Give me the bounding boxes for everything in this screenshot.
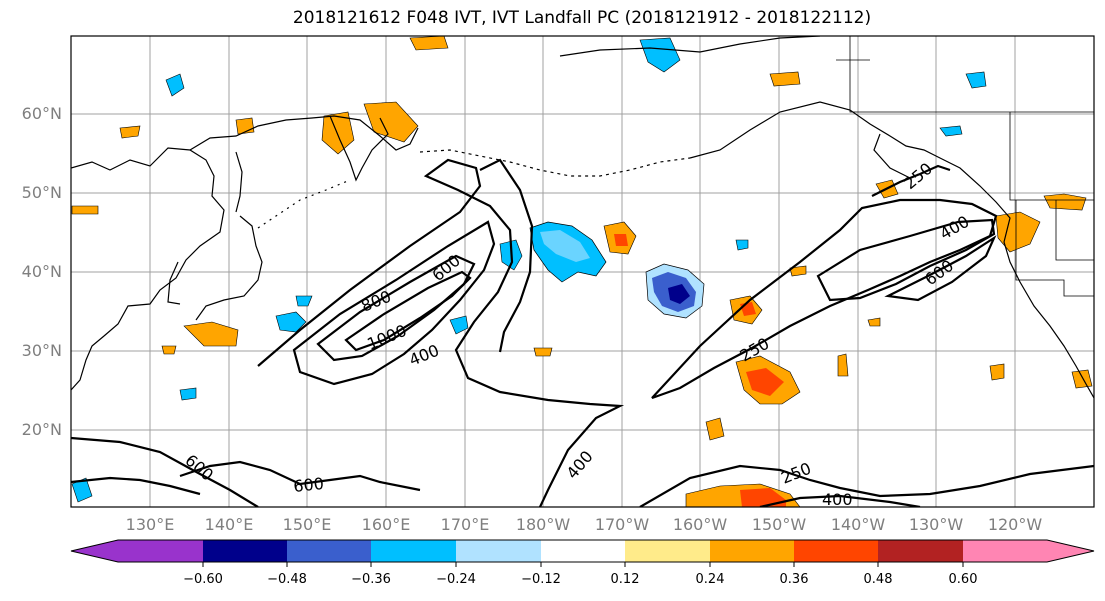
colorbar bbox=[70, 539, 1095, 567]
colorbar-outline bbox=[70, 539, 1095, 563]
negative-anomaly-patch bbox=[179, 387, 197, 401]
longitude-label: 140°E bbox=[204, 515, 254, 534]
positive-anomaly-patch bbox=[321, 111, 355, 155]
negative-anomaly-patch bbox=[939, 125, 963, 137]
negative-anomaly-patch bbox=[540, 230, 590, 262]
negative-anomaly-patch bbox=[275, 311, 307, 333]
positive-anomaly-patch bbox=[740, 488, 786, 507]
negative-anomaly-patch bbox=[735, 239, 749, 251]
colorbar-tick-label: 0.48 bbox=[863, 572, 893, 587]
negative-anomaly-patch bbox=[668, 284, 690, 304]
colorbar-segment bbox=[287, 540, 371, 562]
ivt-contour-400-south bbox=[759, 494, 921, 507]
colorbar-segment-over bbox=[963, 540, 1094, 562]
ivt-contour-600-east bbox=[884, 235, 997, 302]
latitude-label: 50°N bbox=[21, 183, 62, 202]
colorbar-segment bbox=[456, 540, 541, 562]
ivt-contour-600-south bbox=[71, 436, 259, 507]
colorbar-tick-label: 0.60 bbox=[948, 572, 978, 587]
latitude-label: 20°N bbox=[21, 420, 62, 439]
longitude-label: 180°W bbox=[515, 515, 571, 534]
positive-anomaly-patch bbox=[705, 417, 725, 441]
positive-anomaly-patch bbox=[119, 125, 141, 139]
positive-anomaly-patch bbox=[989, 363, 1005, 381]
positive-anomaly-patch bbox=[363, 101, 419, 143]
negative-anomaly-patch bbox=[165, 73, 185, 97]
positive-anomaly-patch bbox=[746, 368, 784, 396]
ivt-contour-sw2 bbox=[179, 460, 421, 492]
latitude-label: 40°N bbox=[21, 262, 62, 281]
longitude-label: 150°W bbox=[751, 515, 807, 534]
colorbar-tick-label: −0.36 bbox=[351, 572, 391, 587]
colorbar-tick-label: 0.36 bbox=[779, 572, 809, 587]
colorbar-segment bbox=[878, 540, 963, 562]
longitude-label: 160°E bbox=[361, 515, 411, 534]
positive-anomaly-patch bbox=[867, 317, 881, 327]
colorbar-segment bbox=[794, 540, 878, 562]
negative-anomaly-patch bbox=[639, 37, 681, 73]
colorbar-tick-label: −0.24 bbox=[436, 572, 476, 587]
colorbar-tick-label: −0.60 bbox=[183, 572, 223, 587]
positive-anomaly-patch bbox=[161, 345, 177, 355]
longitude-label: 130°W bbox=[908, 515, 964, 534]
map-title: 2018121612 F048 IVT, IVT Landfall PC (20… bbox=[292, 8, 872, 28]
positive-anomaly-patch bbox=[183, 321, 239, 347]
longitude-label: 170°E bbox=[440, 515, 490, 534]
positive-anomaly-patch bbox=[837, 353, 849, 377]
ivt-contour-250-south bbox=[639, 464, 1094, 507]
longitude-label: 140°W bbox=[830, 515, 886, 534]
positive-anomaly-patch bbox=[409, 36, 449, 51]
ivt-contour-outer-west bbox=[479, 158, 534, 353]
positive-anomaly-patch bbox=[614, 234, 628, 246]
ivt-contour-1000-west bbox=[344, 270, 472, 352]
colorbar-segment bbox=[203, 540, 287, 562]
colorbar-segment-under bbox=[71, 540, 203, 562]
ivt-contour-600-west bbox=[292, 220, 496, 386]
positive-anomaly-patch bbox=[1043, 193, 1087, 211]
ivt-contours bbox=[71, 158, 1094, 507]
positive-anomaly-patch bbox=[71, 205, 99, 215]
colorbar-tick-label: 0.24 bbox=[695, 572, 725, 587]
colorbar-segment bbox=[371, 540, 456, 562]
ivt-contour-400-east bbox=[816, 218, 996, 302]
positive-anomaly-patch bbox=[995, 211, 1041, 253]
negative-anomaly-patch bbox=[295, 295, 313, 307]
longitude-label: 160°W bbox=[672, 515, 728, 534]
longitude-label: 130°E bbox=[125, 515, 175, 534]
ivt-anomaly-patches bbox=[71, 36, 1093, 507]
colorbar-segment bbox=[541, 540, 625, 562]
ivt-contour-400-west bbox=[257, 158, 625, 507]
positive-anomaly-patch bbox=[1071, 369, 1093, 389]
latitude-label: 60°N bbox=[21, 104, 62, 123]
ivt-contour-sw bbox=[71, 476, 201, 496]
negative-anomaly-patch bbox=[449, 315, 469, 335]
political-borders bbox=[836, 36, 1094, 297]
positive-anomaly-patch bbox=[769, 71, 801, 87]
colorbar-segment bbox=[625, 540, 710, 562]
longitude-label: 170°W bbox=[594, 515, 650, 534]
map-border bbox=[70, 35, 1095, 508]
longitude-label: 150°E bbox=[282, 515, 332, 534]
positive-anomaly-patch bbox=[533, 347, 553, 357]
colorbar-tick-label: −0.12 bbox=[521, 572, 561, 587]
longitude-label: 120°W bbox=[987, 515, 1043, 534]
latitude-label: 30°N bbox=[21, 341, 62, 360]
contour-label: 400 bbox=[822, 490, 853, 509]
colorbar-segment bbox=[710, 540, 794, 562]
negative-anomaly-patch bbox=[965, 71, 987, 89]
positive-anomaly-patch bbox=[789, 265, 807, 277]
colorbar-tick-label: −0.48 bbox=[267, 572, 307, 587]
colorbar-tick-label: 0.12 bbox=[610, 572, 640, 587]
contour-label: 600 bbox=[292, 474, 324, 496]
ivt-contour-top-alaska bbox=[871, 164, 951, 197]
coastlines bbox=[71, 36, 1094, 399]
